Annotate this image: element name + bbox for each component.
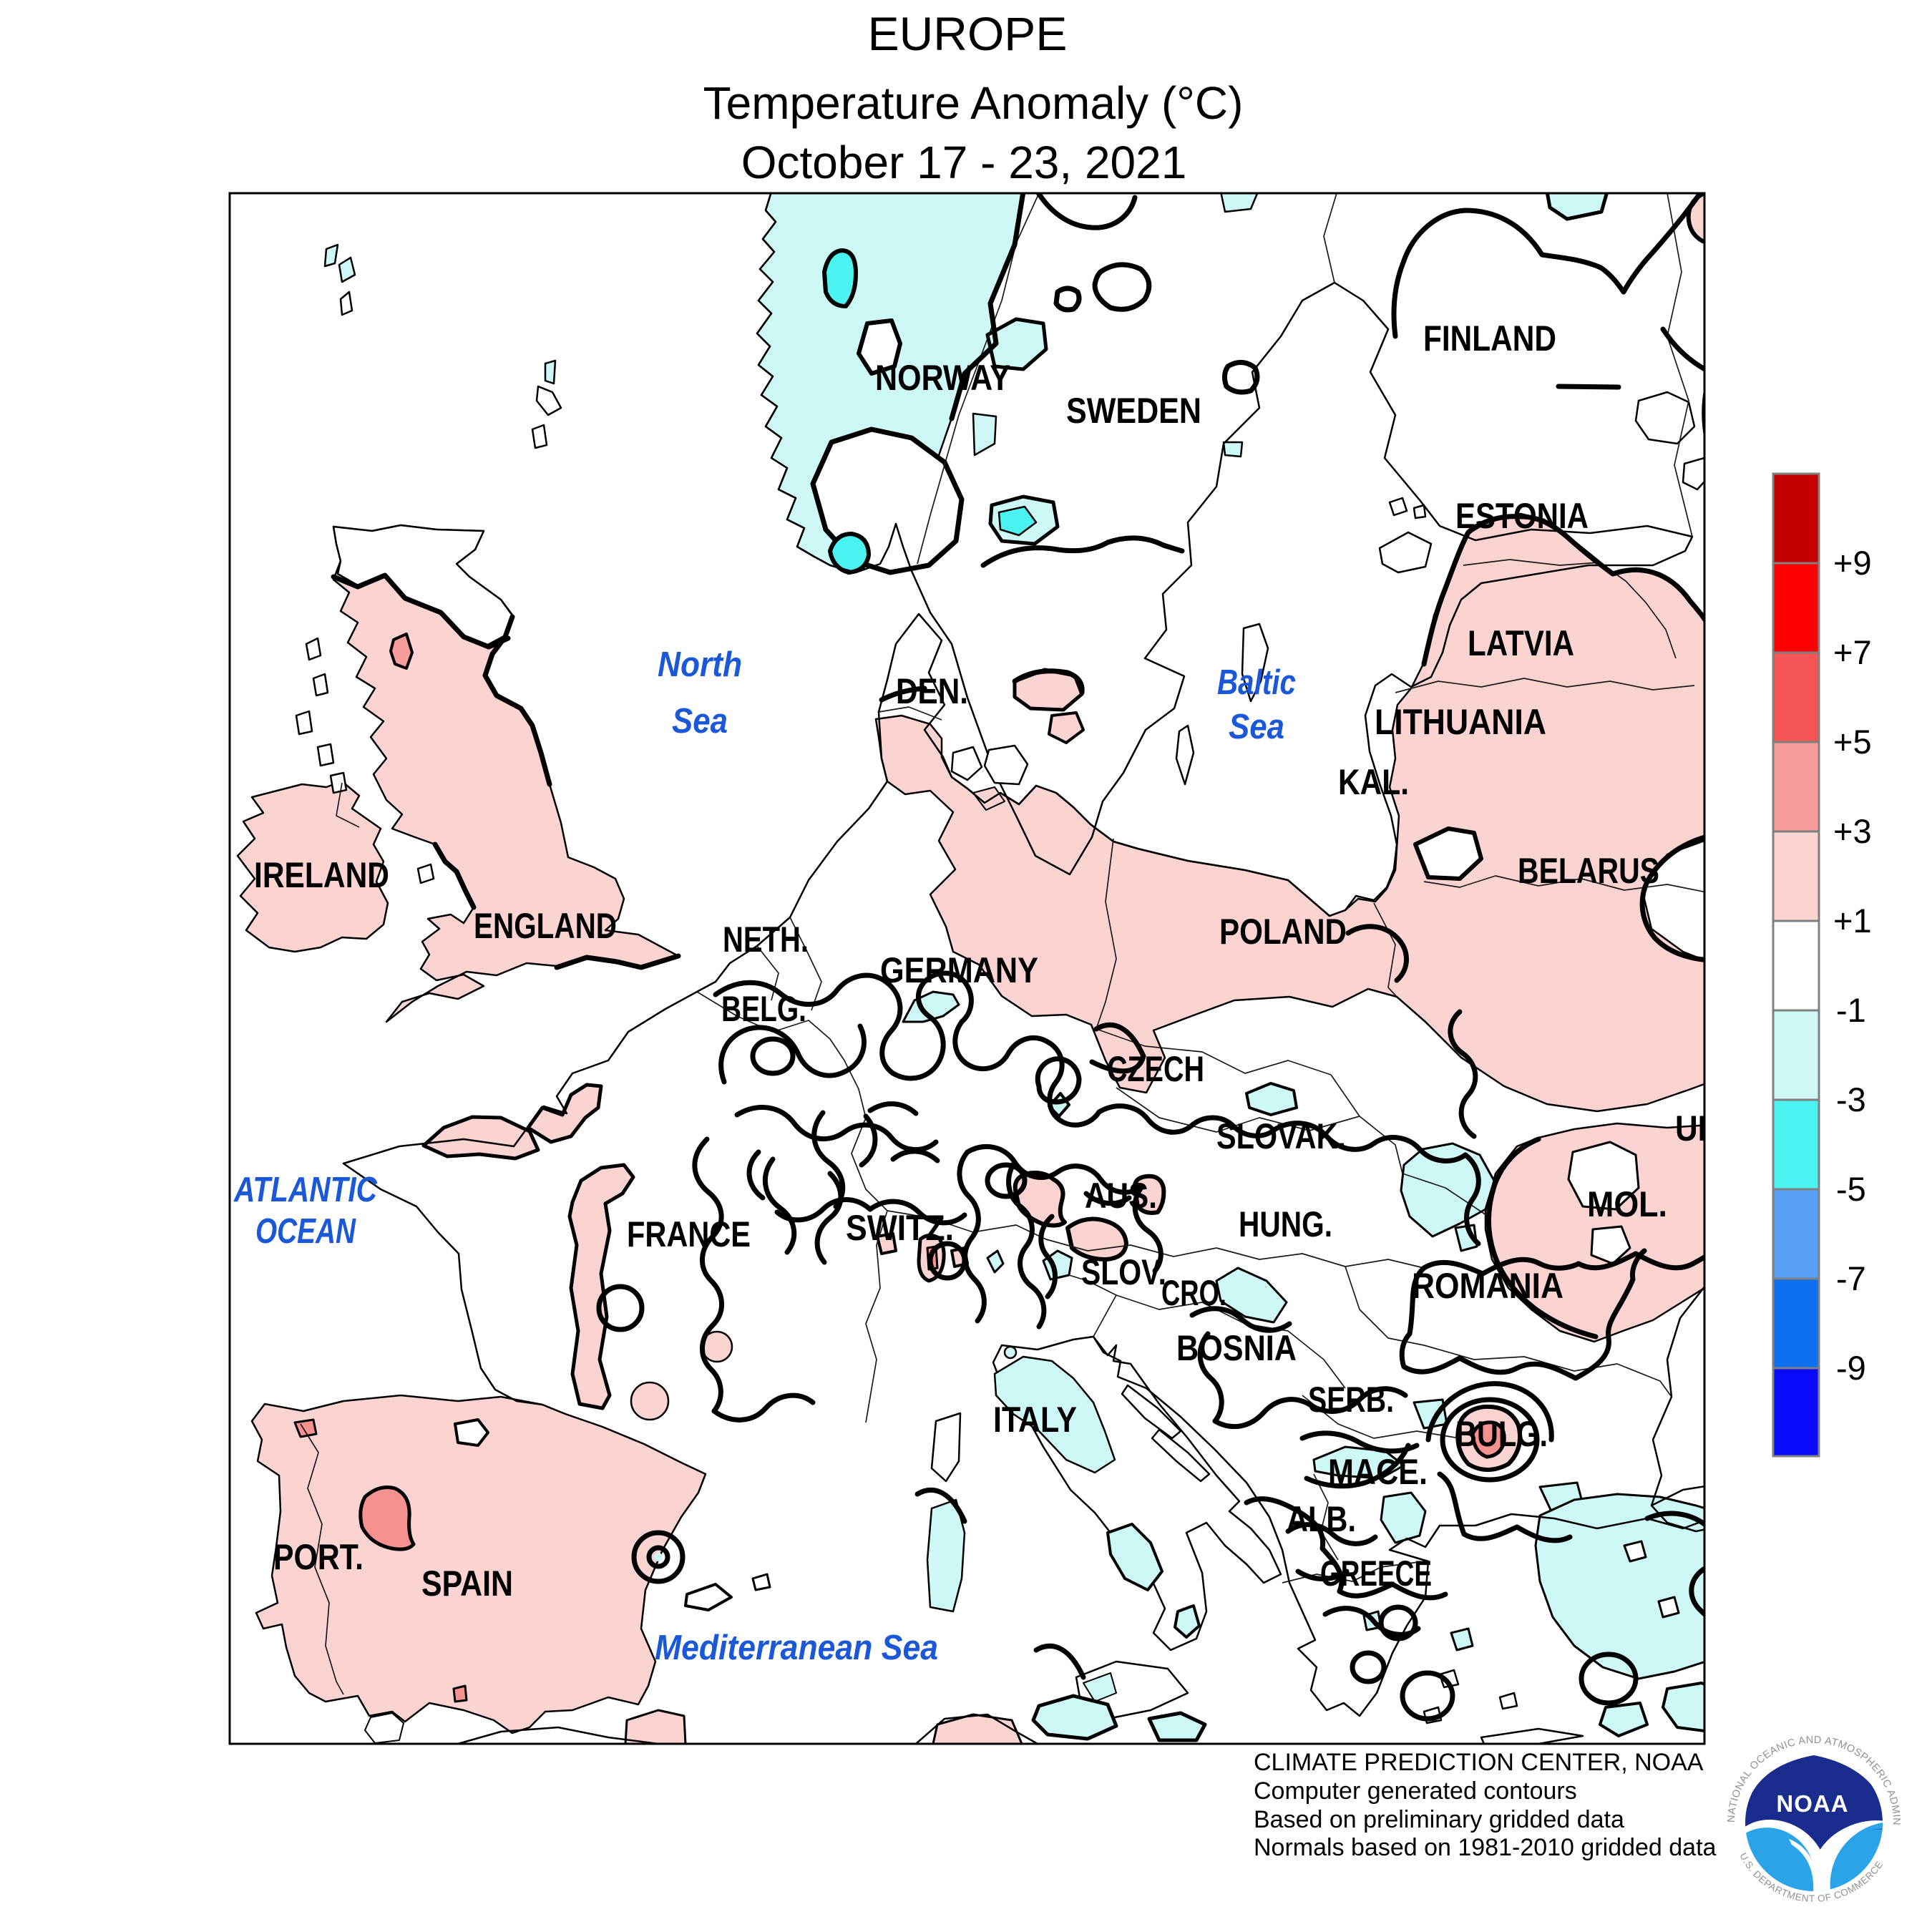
svg-text:SERB.: SERB. [1308,1380,1394,1420]
svg-text:-7: -7 [1836,1259,1866,1297]
svg-text:ALB.: ALB. [1287,1499,1356,1539]
svg-text:ESTONIA: ESTONIA [1455,496,1589,536]
svg-text:OCEAN: OCEAN [255,1212,356,1251]
svg-text:SWEDEN: SWEDEN [1066,391,1201,431]
svg-text:GREECE: GREECE [1320,1553,1432,1594]
svg-text:-5: -5 [1836,1170,1866,1208]
svg-text:Normals based on 1981-2010 gri: Normals based on 1981-2010 gridded data [1254,1834,1717,1861]
svg-text:KAL.: KAL. [1338,762,1409,802]
svg-text:CLIMATE PREDICTION CENTER, NOA: CLIMATE PREDICTION CENTER, NOAA [1254,1749,1704,1776]
svg-text:+1: +1 [1833,902,1872,940]
svg-text:IRELAND: IRELAND [254,855,389,895]
svg-text:BOSNIA: BOSNIA [1176,1328,1297,1368]
svg-text:+5: +5 [1833,723,1872,761]
svg-text:-1: -1 [1836,991,1866,1029]
svg-text:BELG.: BELG. [721,989,806,1029]
svg-text:SLOV.: SLOV. [1081,1252,1166,1292]
svg-text:Mediterranean Sea: Mediterranean Sea [655,1629,938,1667]
svg-text:PORT.: PORT. [273,1537,364,1577]
svg-text:BELARUS: BELARUS [1518,851,1659,891]
svg-text:POLAND: POLAND [1219,912,1347,952]
svg-text:EUROPE: EUROPE [868,7,1068,60]
svg-text:BULG.: BULG. [1455,1414,1548,1454]
svg-text:+3: +3 [1833,812,1872,850]
svg-text:MOL.: MOL. [1587,1184,1667,1224]
svg-text:ITALY: ITALY [993,1400,1077,1440]
svg-text:SLOVAK.: SLOVAK. [1216,1116,1346,1156]
svg-text:Baltic: Baltic [1217,663,1296,702]
svg-text:Temperature Anomaly (°C): Temperature Anomaly (°C) [703,77,1244,129]
svg-text:FRANCE: FRANCE [627,1214,751,1254]
svg-text:HUNG.: HUNG. [1239,1204,1332,1244]
svg-text:CRO.: CRO. [1161,1273,1226,1313]
svg-text:LITHUANIA: LITHUANIA [1375,702,1546,742]
svg-text:ENGLAND: ENGLAND [474,906,617,946]
svg-text:ATLANTIC: ATLANTIC [233,1171,377,1209]
svg-text:FINLAND: FINLAND [1423,318,1556,358]
svg-text:Sea: Sea [672,702,728,741]
svg-text:North: North [658,645,742,684]
svg-text:MACE.: MACE. [1328,1452,1428,1492]
svg-text:October 17 - 23, 2021: October 17 - 23, 2021 [741,137,1187,188]
svg-text:CZECH: CZECH [1107,1049,1204,1089]
svg-text:Computer generated contours: Computer generated contours [1254,1777,1577,1805]
svg-text:-9: -9 [1836,1349,1866,1387]
svg-text:NORWAY: NORWAY [875,358,1010,398]
svg-text:SPAIN: SPAIN [421,1563,513,1604]
svg-text:AUS.: AUS. [1085,1176,1157,1216]
svg-text:UKR: UKR [1675,1108,1743,1148]
svg-text:+9: +9 [1833,544,1872,582]
svg-text:Sea: Sea [1229,708,1284,746]
svg-text:SWITZ.: SWITZ. [846,1208,954,1248]
svg-text:LATVIA: LATVIA [1468,623,1574,663]
svg-text:GERMANY: GERMANY [880,950,1038,990]
svg-text:+7: +7 [1833,633,1872,671]
svg-text:DEN.: DEN. [896,671,968,711]
svg-text:ROMANIA: ROMANIA [1412,1266,1563,1306]
svg-text:NOAA: NOAA [1776,1790,1848,1817]
svg-text:NETH.: NETH. [723,919,809,960]
svg-text:Based on preliminary gridded d: Based on preliminary gridded data [1254,1806,1624,1833]
svg-text:-3: -3 [1836,1080,1866,1118]
